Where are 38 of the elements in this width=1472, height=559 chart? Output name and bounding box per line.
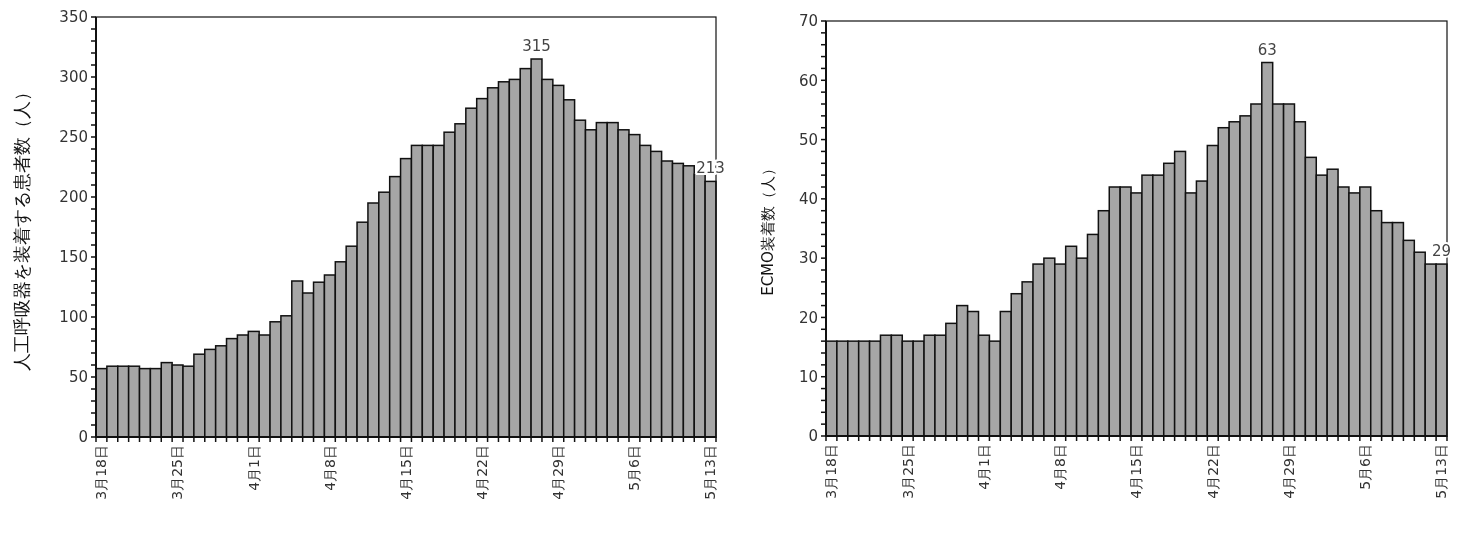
x-tick-label: 5月6日 bbox=[1357, 444, 1374, 490]
y-tick-label: 60 bbox=[798, 71, 818, 90]
x-tick-label: 5月13日 bbox=[702, 445, 719, 500]
x-tick-label: 3月18日 bbox=[93, 445, 110, 500]
x-tick-label: 4月8日 bbox=[321, 445, 338, 491]
x-tick-label: 4月8日 bbox=[1052, 444, 1069, 490]
x-tick-label: 4月1日 bbox=[245, 445, 262, 491]
y-tick-label: 350 bbox=[59, 8, 88, 27]
y-tick-label: 70 bbox=[798, 12, 818, 31]
y-tick-label: 150 bbox=[59, 248, 88, 267]
y-tick-label: 0 bbox=[78, 428, 88, 447]
y-tick-label: 50 bbox=[798, 130, 818, 149]
x-tick-label: 5月13日 bbox=[1433, 444, 1450, 499]
x-tick-label: 4月29日 bbox=[550, 445, 567, 500]
y-tick-label: 50 bbox=[68, 368, 88, 387]
x-tick-label: 4月22日 bbox=[474, 445, 491, 500]
y-axis-title: ECMO装着数（人） bbox=[759, 161, 778, 296]
y-tick-label: 250 bbox=[59, 128, 88, 147]
x-tick-label: 4月22日 bbox=[1204, 444, 1221, 499]
x-tick-label: 5月6日 bbox=[626, 445, 643, 491]
x-tick-label: 4月1日 bbox=[975, 444, 992, 490]
y-axis-title: 人工呼吸器を装着する患者数（人） bbox=[11, 83, 33, 371]
data-label: 315 bbox=[522, 37, 551, 55]
data-label: 63 bbox=[1257, 40, 1277, 59]
y-tick-label: 40 bbox=[798, 190, 818, 209]
y-tick-label: 20 bbox=[798, 308, 818, 327]
y-tick-label: 0 bbox=[808, 427, 818, 446]
x-tick-label: 3月25日 bbox=[169, 445, 186, 500]
y-tick-label: 10 bbox=[798, 367, 818, 386]
y-tick-label: 200 bbox=[59, 188, 88, 207]
x-tick-label: 4月29日 bbox=[1280, 444, 1297, 499]
x-tick-label: 4月15日 bbox=[397, 445, 414, 500]
x-tick-label: 4月15日 bbox=[1128, 444, 1145, 499]
y-tick-label: 30 bbox=[798, 249, 818, 268]
y-tick-label: 100 bbox=[59, 308, 88, 327]
y-tick-label: 300 bbox=[59, 68, 88, 87]
x-tick-label: 3月18日 bbox=[823, 444, 840, 499]
x-tick-label: 3月25日 bbox=[899, 444, 916, 499]
